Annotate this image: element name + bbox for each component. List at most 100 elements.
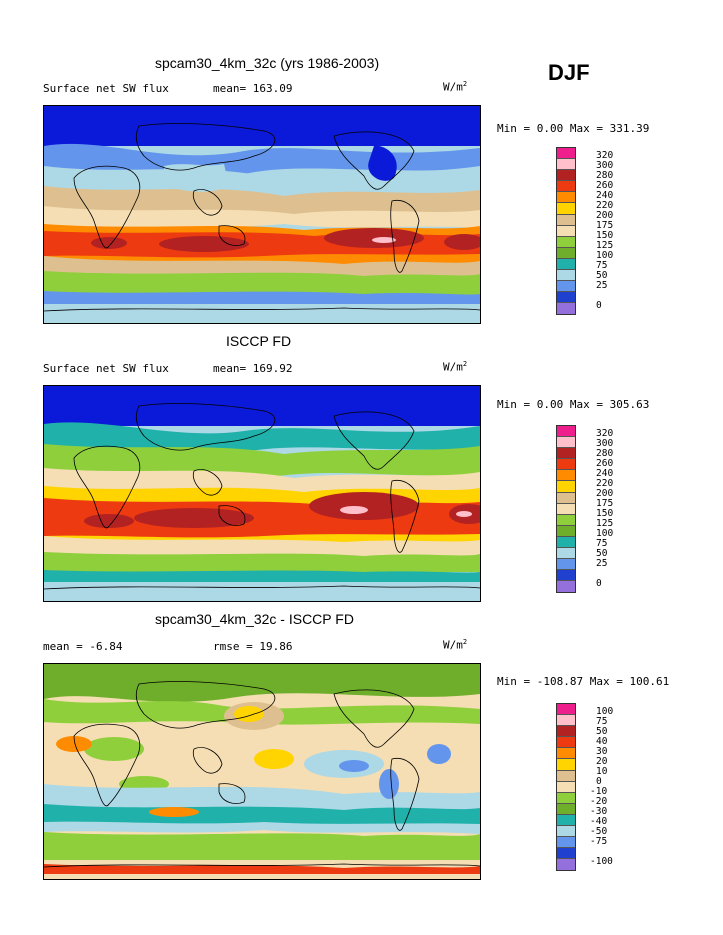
panel-1-colorbar-label: 175 <box>596 220 614 231</box>
panel-2-colorbar-box <box>557 448 575 460</box>
panel-1-colorbar-box <box>557 236 575 248</box>
panel-3-units: W/m2 <box>443 638 468 652</box>
panel-3-colorbar-label: 100 <box>596 706 614 717</box>
panel-2-colorbar-box <box>557 581 575 593</box>
panel-3-colorbar-box <box>557 726 575 738</box>
panel-3-colorbar-box <box>557 826 575 838</box>
panel-1-colorbar-box <box>557 270 575 282</box>
panel-2-colorbar-box <box>557 426 575 438</box>
panel-3-colorbar-box <box>557 848 575 860</box>
panel-2-min-max: Min = 0.00 Max = 305.63 <box>497 398 650 411</box>
panel-2-colorbar-box <box>557 470 575 482</box>
panel-1-colorbar-box <box>557 170 575 182</box>
panel-2-units: W/m2 <box>443 360 468 374</box>
panel-3-colorbar-box <box>557 704 575 716</box>
panel-1-map <box>43 105 481 324</box>
panel-1-colorbar-label: 50 <box>596 270 608 281</box>
panel-2-colorbar-label: 300 <box>596 438 614 449</box>
panel-3-colorbar-label: 30 <box>596 746 608 757</box>
panel-1-colorbar-label: 200 <box>596 210 614 221</box>
panel-1-title: spcam30_4km_32c (yrs 1986-2003) <box>155 55 380 71</box>
panel-2-colorbar-box <box>557 570 575 582</box>
panel-2-variable-label: Surface net SW flux <box>43 362 169 375</box>
panel-2-colorbar-label: 260 <box>596 458 614 469</box>
panel-1-colorbar-label: 75 <box>596 260 608 271</box>
panel-1-colorbar-box <box>557 214 575 226</box>
panel-3-colorbar-label: -100 <box>590 856 613 867</box>
panel-3-rmse-label: rmse = 19.86 <box>213 640 293 653</box>
panel-3-colorbar-label: -50 <box>590 826 608 837</box>
panel-2-colorbar-box <box>557 536 575 549</box>
panel-2-colorbar-label: 200 <box>596 488 614 499</box>
panel-1-units: W/m2 <box>443 80 468 94</box>
panel-1-colorbar-box <box>557 192 575 204</box>
panel-1-colorbar-box <box>557 225 575 237</box>
panel-1-colorbar-label: 125 <box>596 240 614 251</box>
panel-2-mean-label: mean= 169.92 <box>213 362 293 375</box>
panel-1-colorbar <box>556 147 576 316</box>
panel-3-colorbar-label: -10 <box>590 786 608 797</box>
panel-3-colorbar-box <box>557 781 575 793</box>
panel-2-colorbar-label: 25 <box>596 558 608 569</box>
season-label: DJF <box>548 60 590 85</box>
panel-3-colorbar-box <box>557 814 575 827</box>
panel-1-mean-label: mean= 163.09 <box>213 82 293 95</box>
panel-1-colorbar-box <box>557 181 575 193</box>
panel-1-colorbar-label: 260 <box>596 180 614 191</box>
panel-2-colorbar-label: 0 <box>596 578 602 589</box>
panel-3-colorbar-label: 10 <box>596 766 608 777</box>
panel-3-colorbar-label: 50 <box>596 726 608 737</box>
panel-1-colorbar-box <box>557 247 575 259</box>
panel-2-colorbar-label: 280 <box>596 448 614 459</box>
panel-2-colorbar-label: 100 <box>596 528 614 539</box>
panel-1-colorbar-label: 0 <box>596 300 602 311</box>
panel-1-variable-label: Surface net SW flux <box>43 82 169 95</box>
panel-2-colorbar-label: 220 <box>596 478 614 489</box>
panel-3-map <box>43 663 481 880</box>
panel-2-colorbar-box <box>557 437 575 449</box>
panel-3-colorbar-label: -40 <box>590 816 608 827</box>
panel-3-colorbar-box <box>557 759 575 771</box>
panel-2-colorbar-box <box>557 503 575 515</box>
panel-2-colorbar-box <box>557 514 575 526</box>
panel-3-colorbar-label: 40 <box>596 736 608 747</box>
panel-3-colorbar-box <box>557 792 575 804</box>
panel-3-colorbar-label: 0 <box>596 776 602 787</box>
panel-1-colorbar-label: 240 <box>596 190 614 201</box>
panel-1-colorbar-label: 25 <box>596 280 608 291</box>
panel-1-colorbar-label: 150 <box>596 230 614 241</box>
panel-2-map <box>43 385 481 602</box>
panel-2-colorbar-box <box>557 492 575 504</box>
panel-1-colorbar-label: 280 <box>596 170 614 181</box>
panel-3-colorbar-label: -30 <box>590 806 608 817</box>
panel-2-title: ISCCP FD <box>226 333 292 349</box>
panel-3-contour-plot <box>44 664 480 879</box>
panel-3-colorbar-label: -20 <box>590 796 608 807</box>
panel-2-colorbar-label: 125 <box>596 518 614 529</box>
panel-3-min-max: Min = -108.87 Max = 100.61 <box>497 675 670 688</box>
panel-1-colorbar-box <box>557 203 575 215</box>
panel-2-colorbar-label: 50 <box>596 548 608 559</box>
panel-3-colorbar-label: -75 <box>590 836 608 847</box>
panel-3-colorbar <box>556 703 576 872</box>
panel-1-colorbar-box <box>557 303 575 315</box>
panel-3-title: spcam30_4km_32c - ISCCP FD <box>155 611 354 627</box>
panel-3-colorbar-box <box>557 770 575 782</box>
panel-1-colorbar-box <box>557 159 575 171</box>
panel-3-mean-label: mean = -6.84 <box>43 640 123 653</box>
panel-1-colorbar-label: 220 <box>596 200 614 211</box>
panel-3-colorbar-box <box>557 748 575 760</box>
panel-1-colorbar-box <box>557 258 575 271</box>
panel-3-colorbar-label: 75 <box>596 716 608 727</box>
panel-2-colorbar-box <box>557 459 575 471</box>
panel-3-colorbar-box <box>557 715 575 727</box>
panel-2-colorbar-label: 150 <box>596 508 614 519</box>
panel-1-colorbar-label: 100 <box>596 250 614 261</box>
panel-3-colorbar-box <box>557 837 575 849</box>
panel-2-colorbar-box <box>557 481 575 493</box>
panel-3-colorbar-box <box>557 859 575 871</box>
panel-1-colorbar-box <box>557 148 575 160</box>
panel-2-colorbar-box <box>557 548 575 560</box>
panel-1-colorbar-box <box>557 292 575 304</box>
panel-1-min-max: Min = 0.00 Max = 331.39 <box>497 122 650 135</box>
